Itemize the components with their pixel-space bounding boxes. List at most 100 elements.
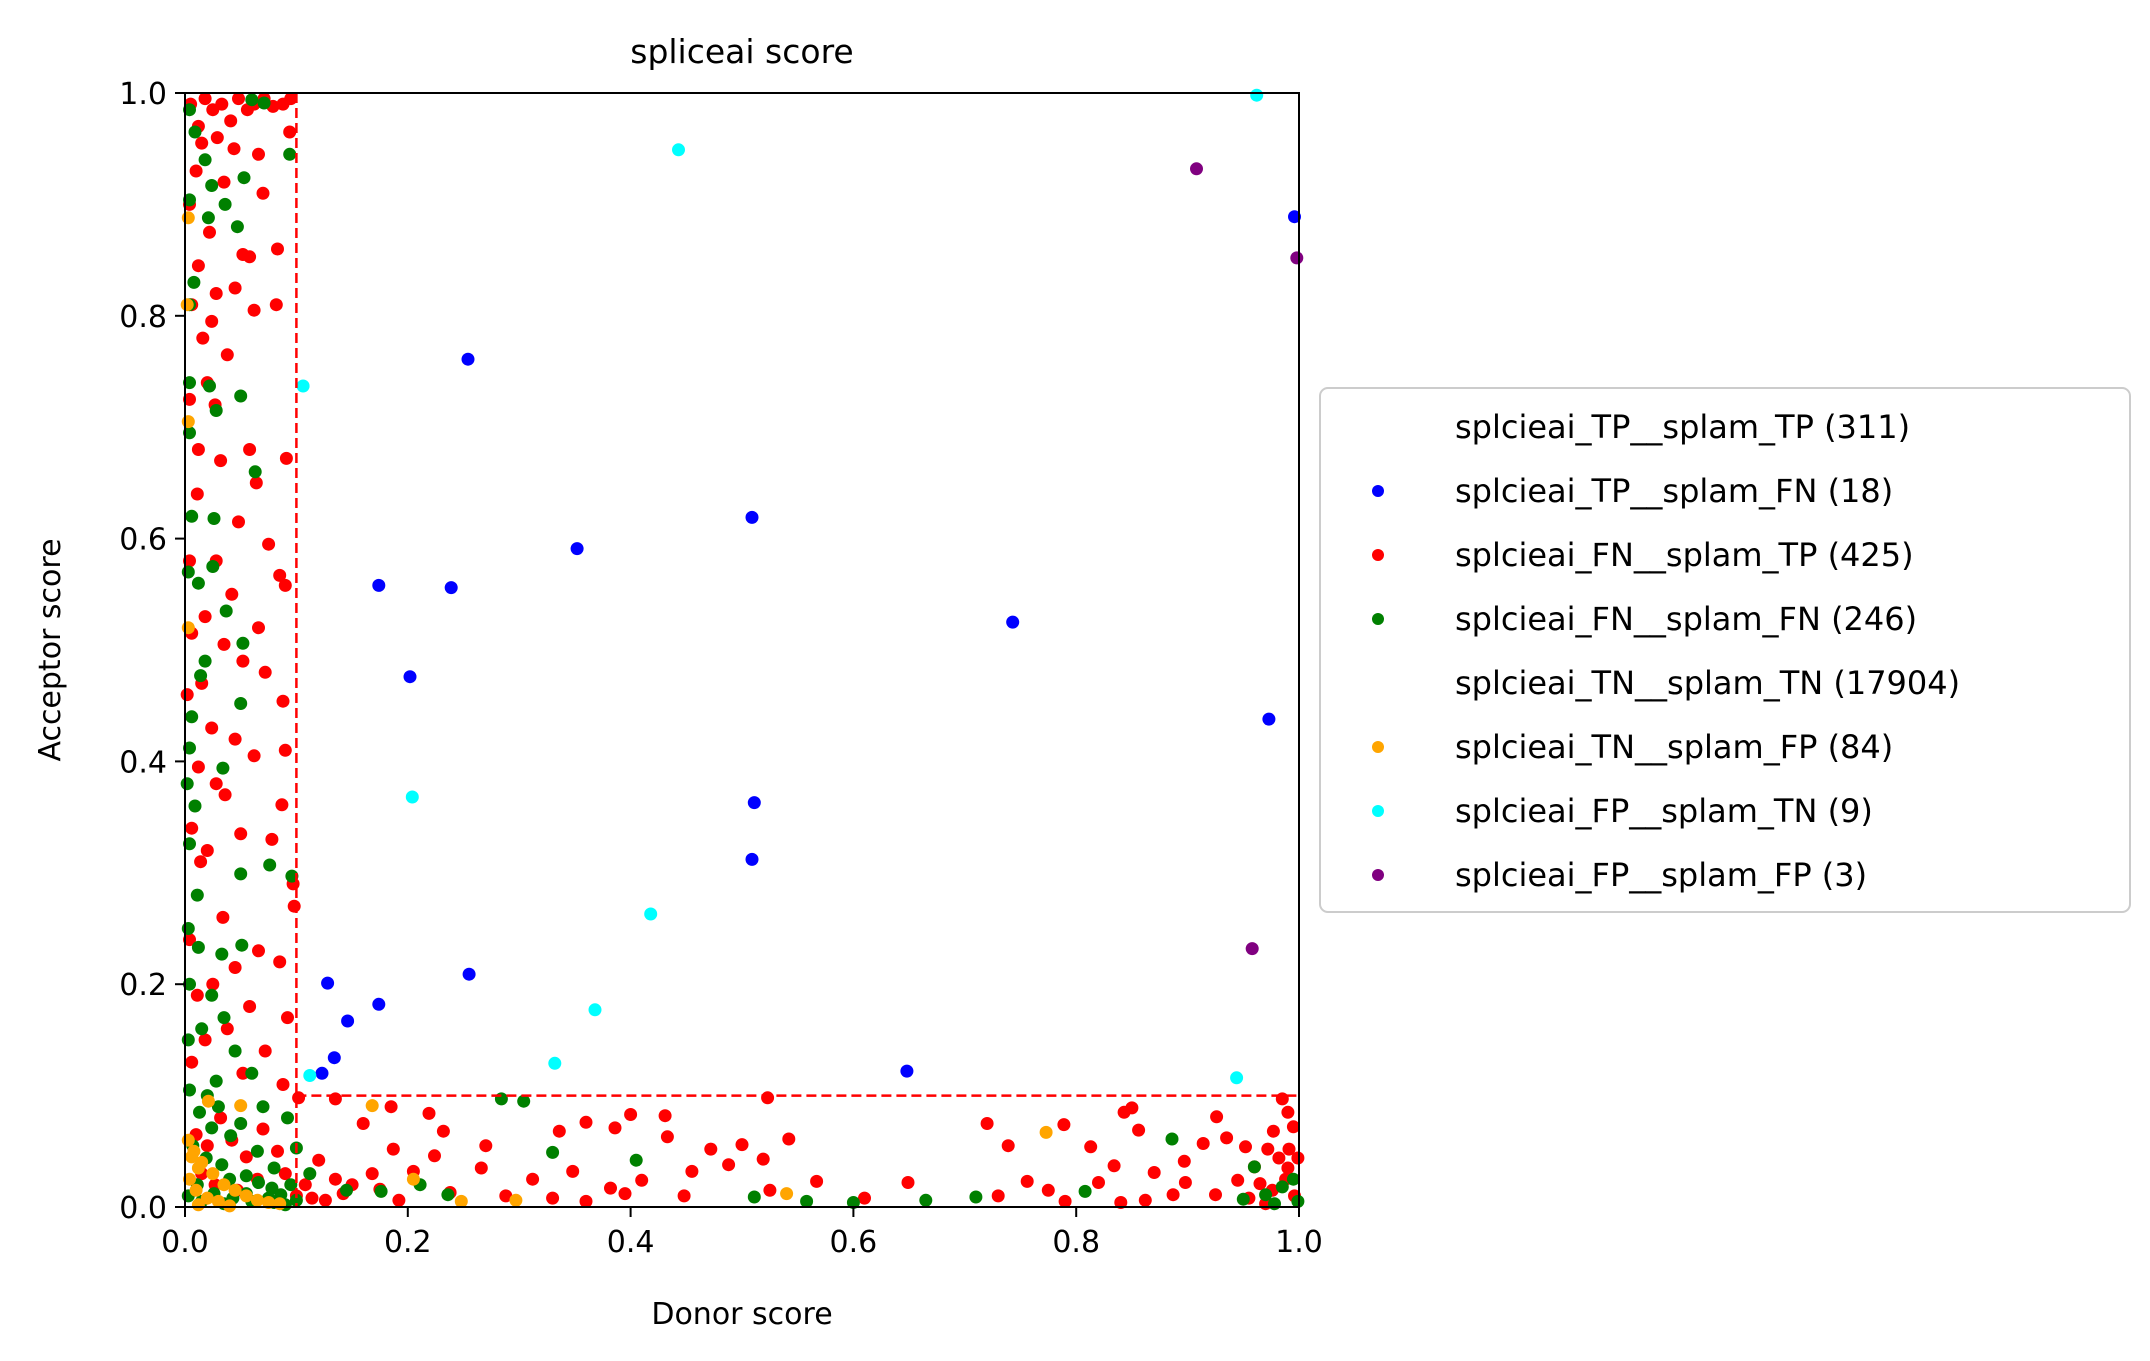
data-point: [190, 888, 204, 902]
legend-label: splcieai_FN__splam_FN (246): [1455, 600, 1917, 638]
data-point: [205, 721, 219, 735]
data-point: [1001, 1139, 1015, 1153]
data-point: [191, 1161, 205, 1175]
data-point: [1058, 1194, 1072, 1208]
data-point: [305, 1191, 319, 1205]
data-point: [1114, 1196, 1128, 1209]
data-point: [284, 92, 298, 106]
data-point: [193, 1105, 206, 1119]
data-point: [1092, 1176, 1105, 1189]
y-tick-label: 0.8: [119, 300, 167, 335]
data-point: [1236, 1192, 1250, 1206]
data-point: [217, 1178, 231, 1192]
data-point: [188, 125, 202, 139]
data-point: [677, 1189, 691, 1203]
data-point: [474, 1161, 488, 1175]
data-point: [243, 250, 257, 264]
data-point: [216, 910, 230, 924]
data-point: [180, 298, 194, 312]
y-axis-label: Acceptor score: [33, 538, 68, 761]
data-point: [462, 967, 476, 981]
data-point: [1020, 1174, 1034, 1188]
data-point: [205, 1121, 219, 1135]
legend-marker: [1372, 421, 1384, 433]
data-point: [273, 568, 287, 582]
data-point: [247, 749, 261, 763]
data-point: [234, 867, 248, 881]
data-point: [249, 476, 263, 490]
data-point: [1239, 1140, 1252, 1154]
data-point: [392, 1193, 406, 1207]
x-tick-label: 0.0: [161, 1225, 209, 1260]
data-point: [1262, 712, 1276, 726]
legend-label: splcieai_FN__splam_TP (425): [1455, 536, 1914, 574]
data-point: [258, 665, 272, 679]
data-point: [858, 1191, 871, 1205]
data-point: [479, 1139, 493, 1153]
data-point: [327, 1051, 341, 1065]
data-point: [256, 1100, 270, 1114]
data-point: [900, 1064, 914, 1078]
data-point: [546, 1191, 560, 1205]
data-point: [198, 654, 212, 668]
data-point: [273, 955, 287, 969]
data-point: [190, 988, 204, 1002]
data-point: [608, 1121, 622, 1135]
data-point: [185, 1055, 199, 1069]
data-point: [228, 281, 242, 295]
data-point: [281, 1011, 294, 1025]
data-point: [206, 560, 220, 573]
data-point: [256, 1122, 270, 1136]
data-point: [225, 587, 239, 601]
data-point: [1220, 1131, 1234, 1145]
data-point: [747, 796, 761, 810]
data-point: [263, 858, 277, 872]
data-point: [234, 1117, 248, 1130]
data-point: [1261, 1142, 1275, 1156]
data-point: [183, 554, 196, 568]
data-point: [211, 1194, 225, 1208]
data-point: [1147, 1166, 1161, 1179]
data-point: [183, 1172, 196, 1186]
data-point: [219, 604, 233, 618]
data-point: [444, 581, 458, 595]
data-point: [685, 1164, 699, 1178]
data-point: [236, 636, 250, 650]
legend-label: splcieai_TN__splam_TN (17904): [1455, 664, 1960, 702]
threshold-lines: [295, 93, 1299, 1207]
legend-marker: [1372, 869, 1384, 881]
data-point: [1132, 1123, 1146, 1137]
data-point: [180, 777, 194, 791]
data-point: [181, 1033, 195, 1047]
data-point: [1275, 1180, 1289, 1194]
data-point: [262, 537, 276, 551]
data-point: [183, 741, 196, 755]
data-point: [810, 1174, 824, 1188]
data-point: [265, 1181, 279, 1195]
data-point: [276, 694, 290, 708]
data-point: [980, 1117, 994, 1130]
data-point: [1282, 1142, 1296, 1156]
data-point: [1250, 88, 1264, 102]
data-point: [201, 211, 215, 225]
data-point: [570, 542, 584, 556]
data-point: [217, 175, 231, 189]
data-point: [252, 1176, 265, 1189]
data-point: [227, 142, 241, 156]
data-point: [189, 164, 203, 178]
data-point: [234, 827, 248, 841]
data-point: [232, 515, 245, 529]
data-point: [1006, 615, 1020, 629]
data-point: [224, 1129, 238, 1143]
data-point: [588, 1003, 602, 1017]
data-point: [1272, 1151, 1286, 1165]
legend-marker: [1372, 613, 1384, 625]
data-point: [243, 1000, 257, 1013]
data-point: [267, 1161, 281, 1175]
data-point: [198, 1033, 212, 1047]
data-point: [780, 1187, 794, 1201]
data-point: [745, 510, 759, 524]
data-point: [188, 799, 202, 813]
data-point: [1084, 1140, 1098, 1154]
data-point: [181, 621, 195, 635]
